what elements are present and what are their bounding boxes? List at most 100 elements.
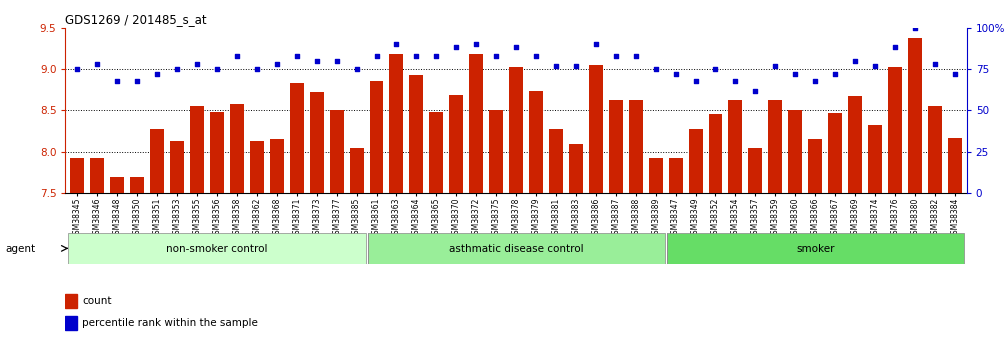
Bar xyxy=(469,54,483,193)
Point xyxy=(588,41,604,47)
Point xyxy=(926,61,943,67)
Bar xyxy=(489,110,504,193)
Point xyxy=(747,88,763,93)
Point xyxy=(907,25,923,30)
Text: agent: agent xyxy=(5,244,35,254)
Bar xyxy=(510,67,523,193)
Point xyxy=(308,58,324,63)
Point xyxy=(69,66,86,72)
Bar xyxy=(429,112,443,193)
Bar xyxy=(210,112,224,193)
Point xyxy=(369,53,385,59)
Point xyxy=(348,66,365,72)
Bar xyxy=(190,106,204,193)
Bar xyxy=(150,129,164,193)
Point xyxy=(787,71,804,77)
Point xyxy=(528,53,544,59)
Point xyxy=(548,63,564,68)
Text: percentile rank within the sample: percentile rank within the sample xyxy=(83,318,258,328)
Bar xyxy=(70,158,85,193)
Point xyxy=(269,61,285,67)
Point xyxy=(808,78,824,83)
Point xyxy=(847,58,863,63)
Text: count: count xyxy=(83,296,112,306)
Point xyxy=(727,78,743,83)
Point xyxy=(867,63,883,68)
Point xyxy=(189,61,205,67)
Point xyxy=(408,53,424,59)
Point xyxy=(688,78,704,83)
Text: non-smoker control: non-smoker control xyxy=(166,244,268,254)
Bar xyxy=(230,104,244,193)
Bar xyxy=(748,148,762,193)
Bar xyxy=(868,125,882,193)
Point xyxy=(428,53,444,59)
Bar xyxy=(788,110,803,193)
Point xyxy=(947,71,963,77)
Point xyxy=(568,63,584,68)
Point xyxy=(448,45,464,50)
Bar xyxy=(927,106,942,193)
Point xyxy=(468,41,484,47)
Bar xyxy=(828,113,842,193)
Point xyxy=(169,66,185,72)
Bar xyxy=(250,141,264,193)
Bar xyxy=(589,65,603,193)
Bar xyxy=(390,54,404,193)
Bar xyxy=(68,233,366,264)
Point xyxy=(149,71,165,77)
Point xyxy=(129,78,145,83)
Bar xyxy=(91,158,105,193)
Text: GDS1269 / 201485_s_at: GDS1269 / 201485_s_at xyxy=(65,13,207,27)
Point xyxy=(648,66,664,72)
Point xyxy=(708,66,724,72)
Point xyxy=(887,45,903,50)
Bar xyxy=(569,144,583,193)
Bar xyxy=(329,110,343,193)
Bar xyxy=(130,177,144,193)
Bar xyxy=(669,158,683,193)
Bar xyxy=(848,96,862,193)
Point xyxy=(767,63,783,68)
Point xyxy=(389,41,405,47)
Point xyxy=(90,61,106,67)
Text: asthmatic disease control: asthmatic disease control xyxy=(449,244,583,254)
Bar xyxy=(310,92,323,193)
Point xyxy=(208,66,225,72)
Point xyxy=(249,66,265,72)
Bar xyxy=(628,100,642,193)
Bar xyxy=(948,138,962,193)
Bar xyxy=(709,114,722,193)
Bar xyxy=(809,139,822,193)
Point xyxy=(608,53,624,59)
Bar xyxy=(649,158,663,193)
Bar xyxy=(290,83,304,193)
Point xyxy=(109,78,125,83)
Bar xyxy=(667,233,964,264)
Point xyxy=(827,71,843,77)
Bar xyxy=(111,177,124,193)
Bar xyxy=(768,100,782,193)
Bar xyxy=(449,96,463,193)
Point xyxy=(508,45,524,50)
Bar xyxy=(349,148,364,193)
Bar xyxy=(370,81,384,193)
Bar xyxy=(410,75,423,193)
Point xyxy=(289,53,305,59)
Bar xyxy=(368,233,665,264)
Bar xyxy=(908,38,921,193)
Bar xyxy=(728,100,742,193)
Bar xyxy=(609,100,622,193)
Point xyxy=(627,53,643,59)
Bar xyxy=(888,67,902,193)
Bar xyxy=(170,141,184,193)
Point xyxy=(229,53,245,59)
Bar xyxy=(689,129,703,193)
Bar xyxy=(65,316,77,331)
Text: smoker: smoker xyxy=(796,244,835,254)
Bar xyxy=(270,139,284,193)
Point xyxy=(328,58,344,63)
Bar xyxy=(549,129,563,193)
Bar xyxy=(65,294,77,308)
Bar xyxy=(529,90,543,193)
